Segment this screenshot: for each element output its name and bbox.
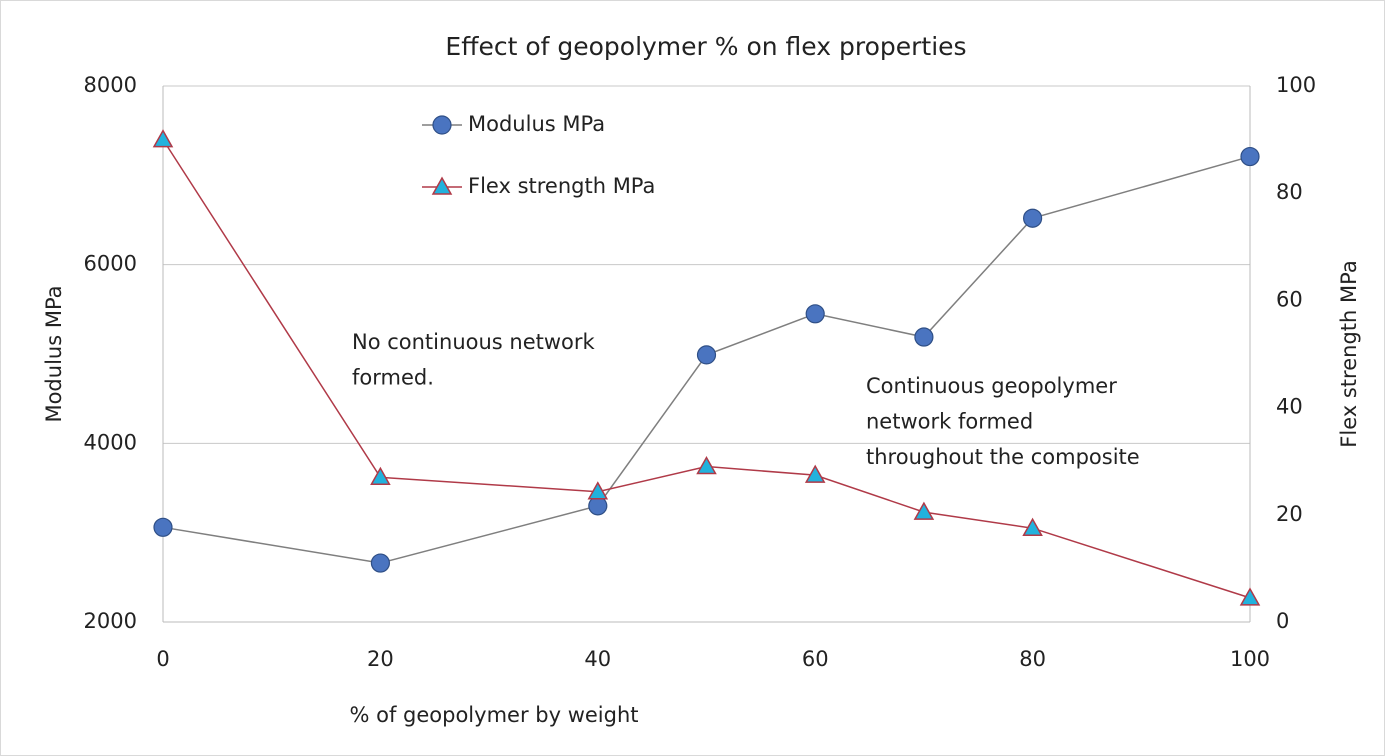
x-tick-label: 80 bbox=[1019, 647, 1046, 671]
point bbox=[370, 466, 391, 486]
point bbox=[696, 456, 717, 475]
point bbox=[1022, 517, 1043, 536]
y-tick-label: 2000 bbox=[84, 609, 137, 633]
x-tick-label: 0 bbox=[156, 647, 169, 671]
y-axis-label: Modulus MPa bbox=[42, 285, 66, 422]
point bbox=[370, 553, 390, 573]
y2-tick-label: 0 bbox=[1276, 609, 1289, 633]
point bbox=[1240, 146, 1260, 167]
x-tick-label: 100 bbox=[1230, 647, 1270, 671]
chart-title: Effect of geopolymer % on flex propertie… bbox=[445, 32, 966, 61]
legend-label: Modulus MPa bbox=[468, 112, 605, 136]
y-tick-label: 6000 bbox=[84, 252, 137, 276]
y-tick-label: 8000 bbox=[84, 73, 137, 97]
point bbox=[913, 501, 935, 520]
point bbox=[914, 327, 934, 347]
y2-tick-label: 40 bbox=[1276, 395, 1303, 419]
point bbox=[587, 481, 609, 500]
point bbox=[805, 304, 825, 324]
x-axis-label: % of geopolymer by weight bbox=[349, 703, 638, 727]
annotation: throughout the composite bbox=[866, 445, 1140, 469]
annotation: network formed bbox=[866, 410, 1033, 434]
annotation: formed. bbox=[352, 366, 434, 390]
x-tick-label: 20 bbox=[367, 647, 394, 671]
annotation: No continuous network bbox=[352, 330, 596, 354]
point bbox=[1239, 587, 1261, 606]
legend-marker bbox=[432, 115, 452, 135]
legend-label: Flex strength MPa bbox=[468, 174, 655, 198]
x-tick-label: 40 bbox=[584, 647, 611, 671]
point bbox=[1022, 208, 1043, 228]
point bbox=[804, 464, 826, 483]
point bbox=[696, 345, 717, 365]
legend-marker bbox=[431, 176, 453, 195]
y2-axis-label: Flex strength MPa bbox=[1337, 260, 1361, 447]
point bbox=[588, 496, 608, 516]
series-line bbox=[162, 139, 1251, 599]
y2-tick-label: 20 bbox=[1276, 502, 1303, 526]
point bbox=[153, 517, 173, 537]
point bbox=[152, 129, 174, 148]
y2-tick-label: 60 bbox=[1276, 287, 1303, 311]
series-line bbox=[162, 155, 1251, 564]
y-tick-label: 4000 bbox=[84, 430, 137, 454]
x-tick-label: 60 bbox=[802, 647, 829, 671]
annotation: Continuous geopolymer bbox=[866, 374, 1117, 398]
y2-tick-label: 80 bbox=[1276, 180, 1303, 204]
y2-tick-label: 100 bbox=[1276, 73, 1316, 97]
